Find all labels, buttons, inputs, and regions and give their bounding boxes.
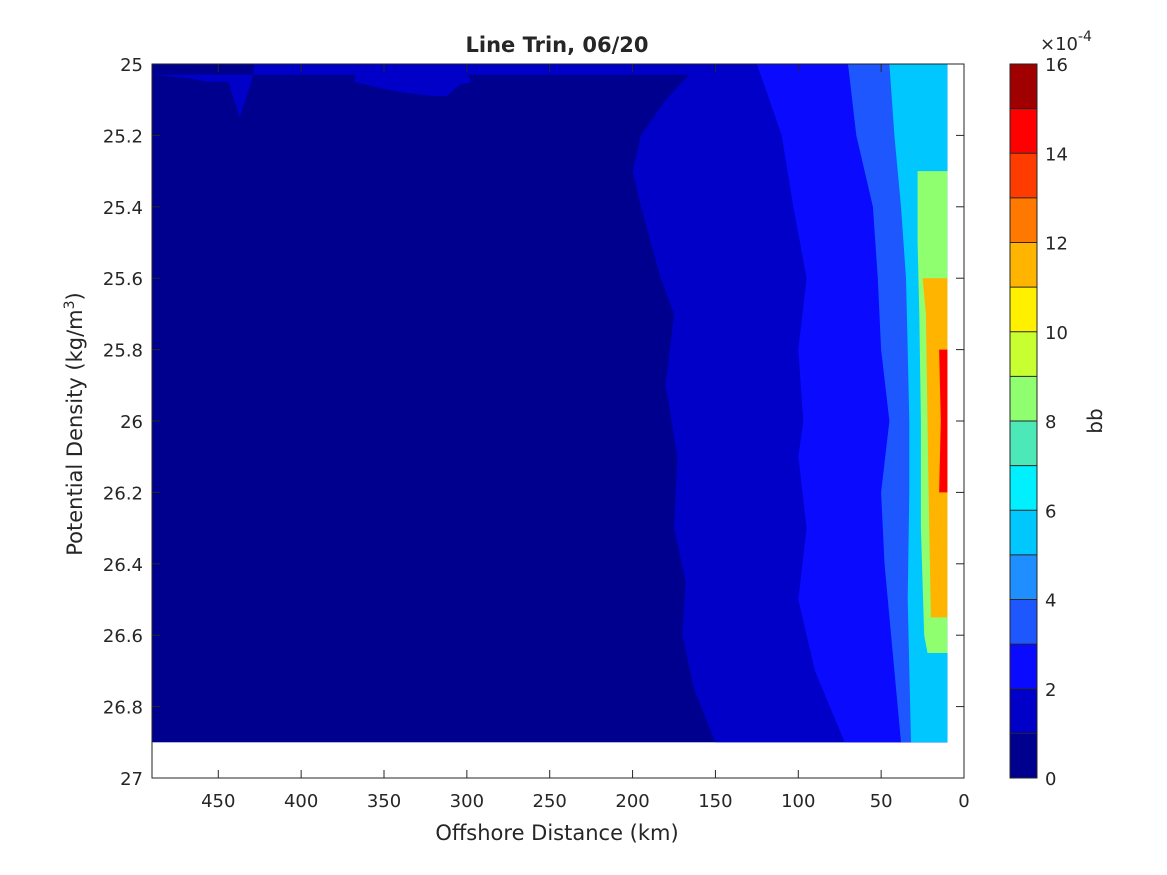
y-tick-label: 25 <box>120 55 143 76</box>
colorbar-band <box>1010 421 1037 466</box>
colorbar-band <box>1010 64 1037 109</box>
y-tick-label: 26.2 <box>103 483 143 504</box>
colorbar-band <box>1010 733 1037 778</box>
y-tick-label: 25.4 <box>103 198 143 219</box>
colorbar-band <box>1010 153 1037 198</box>
colorbar-tick-label: 14 <box>1045 144 1068 165</box>
colorbar-tick-label: 10 <box>1045 323 1068 344</box>
y-axis-label-main: Potential Density (kg/m <box>63 309 87 555</box>
contour-band-level-1-1 <box>354 64 948 97</box>
contour-band-level-14-9 <box>939 349 948 493</box>
colorbar-band <box>1010 510 1037 555</box>
colorbar-band <box>1010 599 1037 645</box>
colorbar-tick-label: 8 <box>1045 412 1056 433</box>
y-axis-label-superscript: 3 <box>62 300 78 309</box>
colorbar-multiplier-base: ×10 <box>1040 34 1078 55</box>
colorbar-tick-label: 2 <box>1045 680 1056 701</box>
colorbar-band <box>1010 108 1037 154</box>
colorbar-label: bb <box>1083 408 1107 433</box>
y-axis-label-close: ) <box>63 292 87 300</box>
y-tick-label: 26.4 <box>103 555 143 576</box>
x-tick-label: 350 <box>367 791 401 812</box>
x-tick-label: 450 <box>201 791 235 812</box>
colorbar-tick-label: 6 <box>1045 501 1056 522</box>
colorbar-band <box>1010 376 1037 421</box>
colorbar-band <box>1010 688 1037 734</box>
y-tick-label: 26.8 <box>103 698 143 719</box>
colorbar-ticks: 0 2 4 6 8 10 12 14 16 <box>1010 55 1068 790</box>
x-tick-label: 300 <box>450 791 484 812</box>
y-tick-label: 25.6 <box>103 269 143 290</box>
y-tick-label: 26.6 <box>103 626 143 647</box>
colorbar-band <box>1010 197 1037 243</box>
chart-title: Line Trin, 06/20 <box>465 33 648 57</box>
colorbar-tick-label: 0 <box>1045 769 1056 790</box>
colorbar-band <box>1010 554 1037 600</box>
colorbar: 0 2 4 6 8 10 12 14 16 ×10-4 bb <box>1009 29 1107 790</box>
colorbar-bands <box>1010 64 1037 778</box>
contour-fill <box>152 64 948 743</box>
y-tick-label: 25.8 <box>103 341 143 362</box>
colorbar-tick-label: 16 <box>1045 55 1068 76</box>
x-tick-label: 50 <box>870 791 893 812</box>
y-axis-label: Potential Density (kg/m3) <box>62 292 87 556</box>
x-tick-label: 200 <box>615 791 649 812</box>
x-tick-label: 400 <box>284 791 318 812</box>
colorbar-tick-label: 12 <box>1045 234 1068 255</box>
x-tick-label: 0 <box>958 791 969 812</box>
colorbar-band <box>1010 242 1037 288</box>
x-tick-label: 100 <box>781 791 815 812</box>
colorbar-multiplier: ×10-4 <box>1040 29 1092 55</box>
x-axis: 450 400 350 300 250 200 150 100 50 0 <box>201 64 970 812</box>
x-axis-label: Offshore Distance (km) <box>435 821 678 845</box>
plot-area: 450 400 350 300 250 200 150 100 50 0 2525.225.425… <box>103 55 970 812</box>
colorbar-band <box>1010 287 1037 332</box>
y-tick-label: 26 <box>120 412 143 433</box>
colorbar-tick-label: 4 <box>1045 591 1056 612</box>
y-axis: 25 25.2 25.4 25.6 25.8 26 26.2 26.4 26.6 26.8 27 <box>103 55 964 790</box>
x-tick-label: 250 <box>533 791 567 812</box>
colorbar-multiplier-exponent: -4 <box>1078 29 1092 45</box>
colorbar-band <box>1010 331 1037 377</box>
y-tick-label: 25.2 <box>103 126 143 147</box>
y-tick-label: 27 <box>120 769 143 790</box>
colorbar-band <box>1010 644 1037 689</box>
colorbar-band <box>1010 465 1037 511</box>
x-tick-label: 150 <box>698 791 732 812</box>
